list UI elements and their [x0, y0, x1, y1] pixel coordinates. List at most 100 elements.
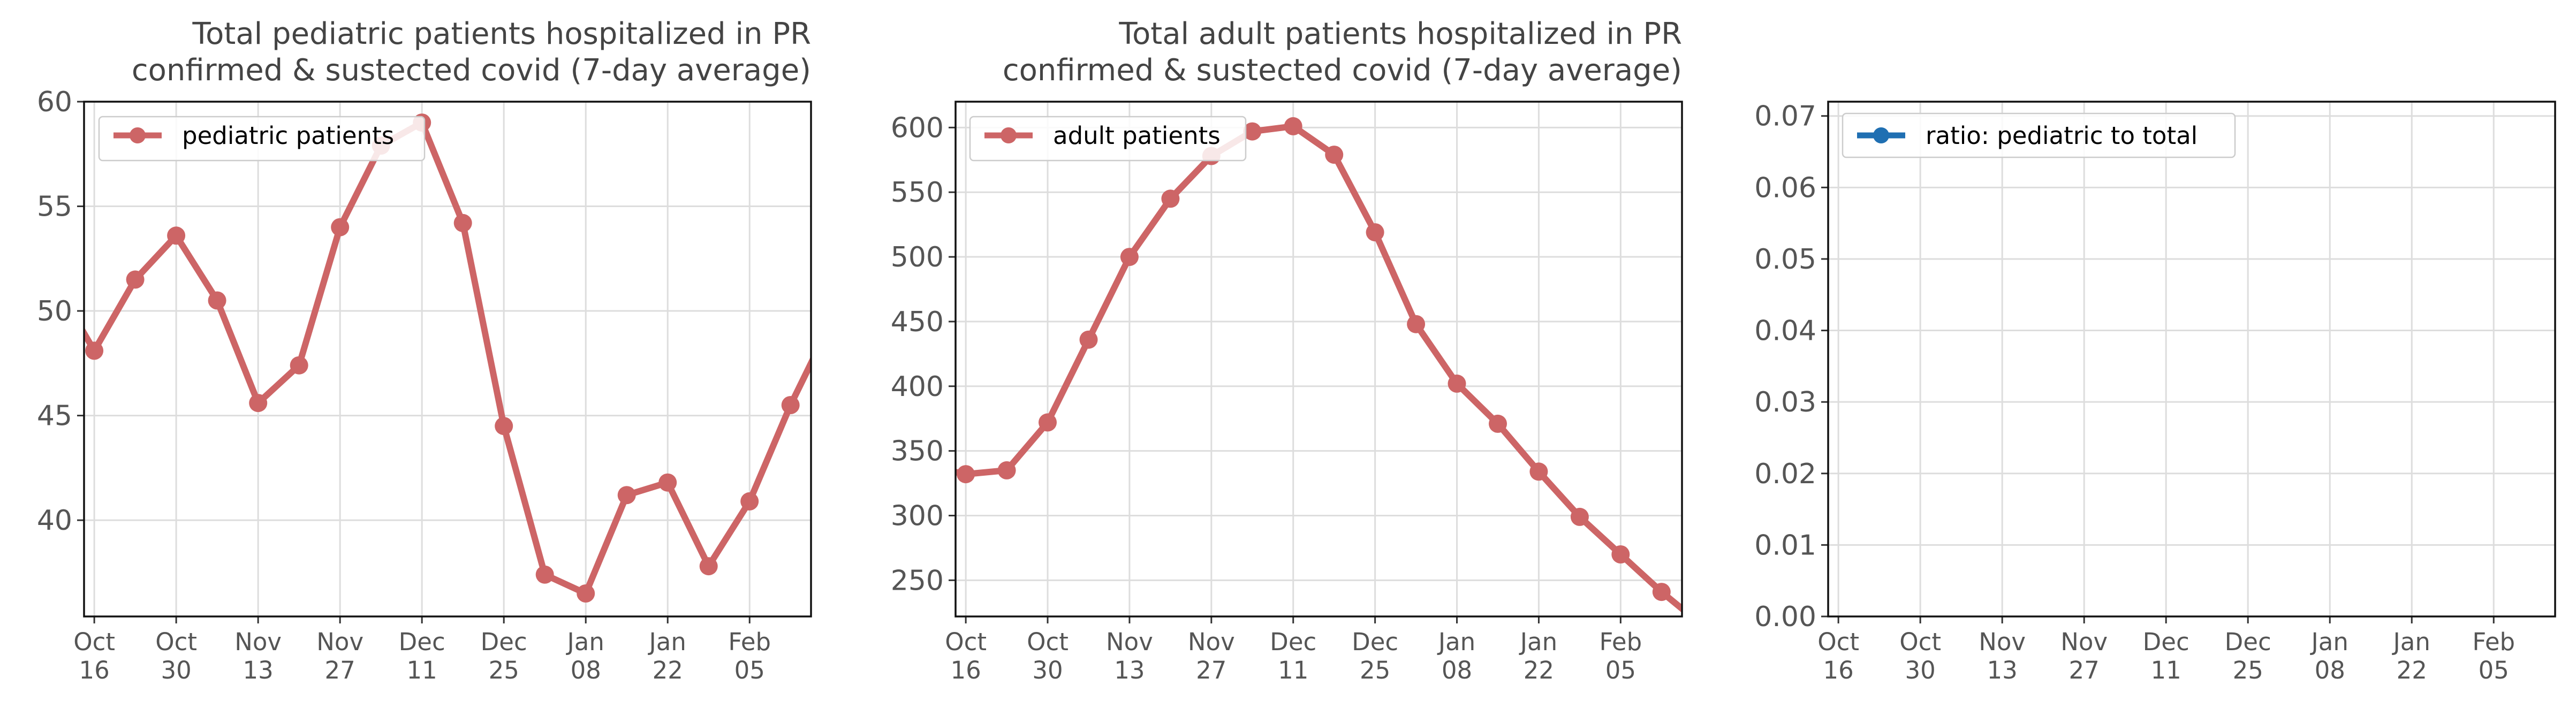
x-tick-label-day: 11 [407, 656, 437, 684]
y-tick-label: 0.02 [1754, 458, 1816, 490]
x-tick-label-month: Dec [2225, 628, 2271, 656]
legend-label: adult patients [1053, 121, 1221, 150]
data-point [1407, 315, 1426, 333]
x-tick-label-month: Jan [1519, 628, 1557, 656]
x-tick-label-day: 16 [1823, 656, 1853, 684]
x-tick-label-month: Oct [73, 628, 115, 656]
chart-title-line-2: confirmed & sustected covid (7-day avera… [132, 53, 811, 88]
y-tick-label: 600 [891, 112, 944, 144]
x-tick-label-day: 08 [1442, 656, 1472, 684]
x-tick-label-day: 11 [1278, 656, 1308, 684]
data-point [1284, 117, 1302, 135]
x-axis-ticks: Oct16Oct30Nov13Nov27Dec11Dec25Jan08Jan22… [1817, 616, 2515, 684]
legend-marker-swatch [130, 127, 146, 143]
series-lines [84, 119, 811, 597]
y-tick-label: 250 [891, 565, 944, 597]
data-point [617, 486, 636, 505]
chart-title-line-1: Total adult patients hospitalized in PR [1118, 17, 1682, 51]
data-point [957, 465, 975, 484]
y-tick-label: 500 [891, 241, 944, 273]
x-tick-label-month: Oct [1817, 628, 1859, 656]
x-tick-label-month: Nov [1979, 628, 2026, 656]
y-axis-ticks: 40 45 50 55 60 [37, 86, 84, 537]
x-tick-label-day: 27 [2069, 656, 2100, 684]
data-point [1039, 413, 1057, 432]
x-tick-label-day: 08 [571, 656, 601, 684]
x-tick-label-month: Oct [155, 628, 197, 656]
y-axis-ticks: 0.00 0.01 0.02 0.03 0.04 0.05 0.06 0.07 [1754, 101, 1828, 633]
x-tick-label-month: Nov [2060, 628, 2108, 656]
y-tick-label: 450 [891, 306, 944, 338]
gridlines [956, 102, 1682, 616]
data-point [997, 461, 1016, 479]
plot-frame [954, 101, 1683, 618]
data-point [1489, 414, 1507, 433]
y-tick-label: 0.06 [1754, 172, 1816, 204]
x-tick-label-month: Nov [1188, 628, 1235, 656]
x-tick-label-day: 16 [79, 656, 109, 684]
series-line [956, 123, 1682, 613]
legend: adult patients [969, 116, 1247, 162]
data-point [1366, 223, 1384, 242]
x-tick-label-day: 22 [653, 656, 683, 684]
data-point [126, 270, 145, 289]
x-tick-label-day: 11 [2151, 656, 2181, 684]
y-tick-label: 55 [37, 191, 72, 223]
series-line [84, 119, 811, 597]
y-tick-label: 0.04 [1754, 315, 1816, 347]
x-tick-label-month: Jan [2310, 628, 2348, 656]
data-point [495, 417, 513, 436]
x-tick-label-day: 30 [1032, 656, 1063, 684]
x-tick-label-month: Dec [2143, 628, 2189, 656]
data-point [1570, 507, 1589, 526]
x-tick-label-day: 30 [161, 656, 192, 684]
y-axis-ticks: 250 300 350 400 450 500 550 600 [891, 112, 956, 597]
x-tick-label-day: 30 [1905, 656, 1936, 684]
y-tick-label: 0.03 [1754, 386, 1816, 418]
plot-frame [83, 101, 812, 618]
data-point [249, 394, 268, 413]
x-tick-label-month: Oct [1027, 628, 1069, 656]
legend-label: ratio: pediatric to total [1926, 121, 2198, 150]
legend-marker-swatch [1873, 127, 1889, 143]
x-tick-label-day: 05 [1605, 656, 1636, 684]
x-tick-label-day: 22 [2397, 656, 2427, 684]
x-tick-label-month: Dec [1270, 628, 1316, 656]
x-tick-label-day: 05 [2479, 656, 2509, 684]
legend-box [969, 116, 1247, 162]
data-point [781, 396, 800, 414]
x-tick-label-day: 13 [1114, 656, 1145, 684]
plot-frame [1827, 101, 2556, 618]
x-tick-label-day: 27 [325, 656, 355, 684]
x-tick-label-month: Nov [316, 628, 363, 656]
y-tick-label: 45 [37, 400, 72, 432]
x-tick-label-day: 22 [1524, 656, 1554, 684]
series-lines [956, 123, 1682, 613]
data-point [1243, 122, 1262, 141]
data-point [1161, 189, 1180, 208]
data-point [453, 214, 472, 232]
data-point [290, 356, 308, 375]
data-point [208, 291, 226, 310]
x-tick-label-month: Jan [2392, 628, 2430, 656]
y-tick-label: 350 [891, 436, 944, 468]
data-point [577, 584, 595, 603]
x-tick-label-day: 16 [950, 656, 981, 684]
y-tick-label: 550 [891, 177, 944, 209]
series-markers [957, 117, 1671, 601]
x-tick-label-month: Nov [1106, 628, 1153, 656]
x-tick-label-month: Feb [2472, 628, 2515, 656]
x-tick-label-month: Jan [648, 628, 686, 656]
data-point [1120, 248, 1139, 266]
x-tick-label-day: 25 [1360, 656, 1390, 684]
data-point [85, 341, 104, 360]
y-tick-label: 0.05 [1754, 243, 1816, 276]
legend-marker-swatch [1001, 127, 1017, 143]
y-tick-label: 400 [891, 371, 944, 403]
x-axis-ticks: Oct16Oct30Nov13Nov27Dec11Dec25Jan08Jan22… [945, 616, 1642, 684]
chart-title-line-2: confirmed & sustected covid (7-day avera… [1003, 53, 1682, 88]
x-tick-label-day: 27 [1196, 656, 1226, 684]
data-point [1652, 583, 1671, 601]
x-tick-label-month: Feb [728, 628, 771, 656]
